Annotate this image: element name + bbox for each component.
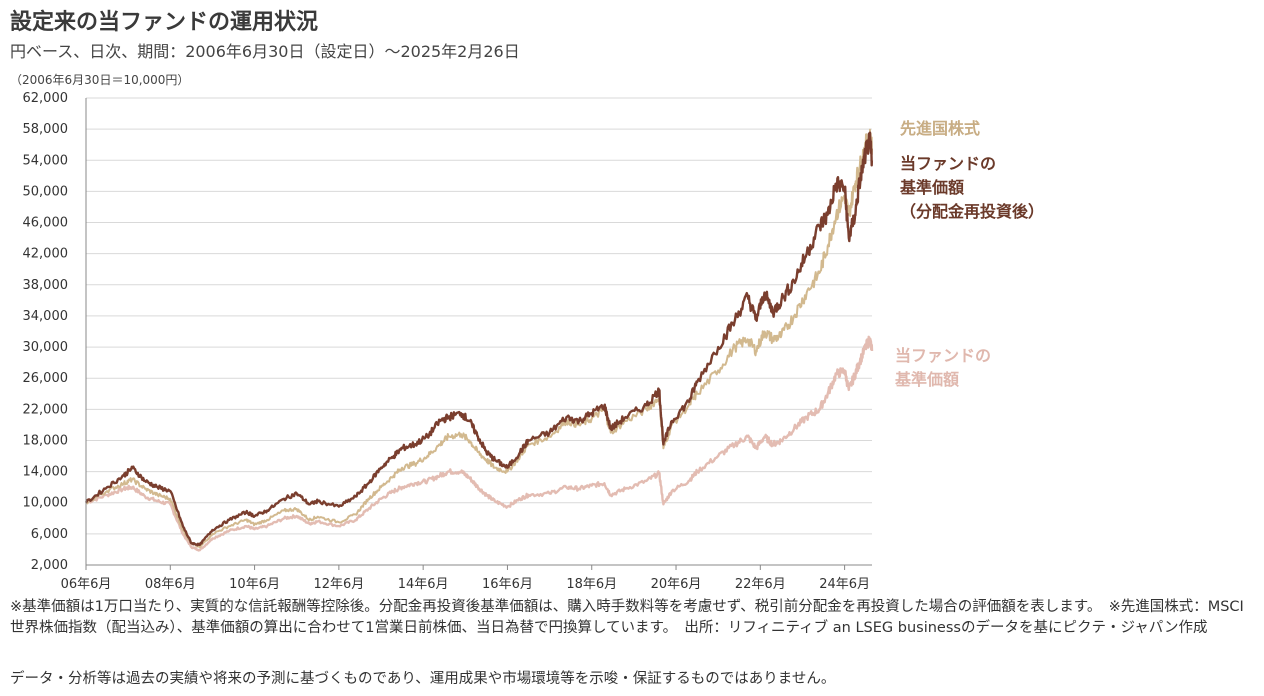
x-tick-label: 14年6月: [398, 577, 449, 592]
x-tick-label: 16年6月: [482, 577, 533, 592]
legend-reinvest-nav: 当ファンドの 基準価額 （分配金再投資後）: [900, 152, 1044, 224]
legend-nav-line1: 当ファンドの: [895, 346, 992, 365]
legend-reinvest-line2: 基準価額: [900, 178, 965, 197]
unit-note: （2006年6月30日＝10,000円）: [10, 73, 190, 87]
y-tick-label: 54,000: [23, 153, 69, 168]
series-line-developed: [85, 128, 873, 549]
series-line-nav: [85, 335, 874, 552]
gridlines: [86, 97, 872, 566]
y-tick-label: 18,000: [23, 433, 69, 448]
series-lines: [84, 128, 874, 552]
y-tick-label: 10,000: [23, 496, 69, 511]
line-chart: 2,000 6,000 10,000 14,000 18,000 22,000 26,000…: [23, 91, 874, 592]
x-tick-label: 08年6月: [145, 577, 196, 592]
x-axis-tick-labels: 06年6月 08年6月 10年6月 12年6月 14年6月 16年6月 18年6月 20年6月…: [61, 565, 870, 592]
chart-title: 設定来の当ファンドの運用状況: [10, 10, 319, 35]
legend-nav: 当ファンドの 基準価額: [895, 344, 991, 392]
y-tick-label: 38,000: [23, 278, 69, 293]
y-tick-label: 50,000: [23, 184, 69, 199]
y-tick-label: 6,000: [31, 527, 68, 542]
y-tick-label: 26,000: [23, 371, 69, 386]
x-tick-label: 06年6月: [61, 577, 112, 592]
legend-developed-label: 先進国株式: [900, 119, 981, 138]
y-tick-label: 46,000: [23, 216, 69, 231]
y-axis-tick-labels: 2,000 6,000 10,000 14,000 18,000 22,000 26,000…: [23, 91, 69, 573]
y-tick-label: 34,000: [23, 309, 69, 324]
series-line-reinvest: [84, 131, 874, 547]
x-tick-label: 18年6月: [566, 577, 617, 592]
x-tick-label: 22年6月: [735, 577, 786, 592]
y-tick-label: 62,000: [23, 91, 69, 106]
x-tick-label: 20年6月: [651, 577, 702, 592]
y-tick-label: 2,000: [31, 558, 68, 573]
y-tick-label: 42,000: [23, 247, 69, 262]
footnote: ※基準価額は1万口当たり、実質的な信託報酬等控除後。分配金再投資後基準価額は、購…: [10, 599, 1244, 636]
x-tick-label: 10年6月: [229, 577, 280, 592]
disclaimer: データ・分析等は過去の実績や将来の予測に基づくものであり、運用成果や市場環境等を…: [10, 671, 836, 687]
y-tick-label: 14,000: [23, 465, 69, 480]
legend-nav-line2: 基準価額: [895, 370, 960, 389]
legend-reinvest-line3: （分配金再投資後）: [900, 202, 1045, 221]
y-tick-label: 22,000: [23, 402, 69, 417]
chart-subtitle: 円ベース、日次、期間：2006年6月30日（設定日）～2025年2月26日: [10, 42, 520, 61]
y-tick-label: 58,000: [23, 122, 69, 137]
legend-reinvest-line1: 当ファンドの: [900, 154, 997, 173]
x-tick-label: 24年6月: [819, 577, 870, 592]
y-tick-label: 30,000: [23, 340, 69, 355]
x-tick-label: 12年6月: [313, 577, 364, 592]
legend-developed-stocks: 先進国株式: [900, 117, 980, 141]
